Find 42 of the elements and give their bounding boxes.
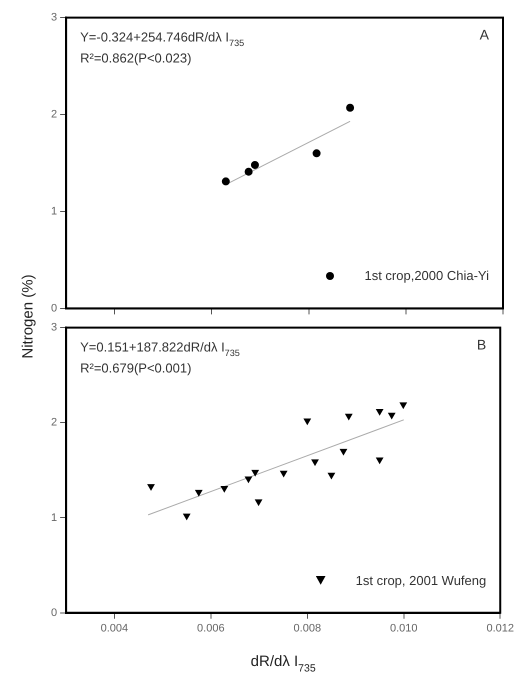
annotation: A [480, 26, 490, 43]
y-tick-label: 0 [50, 606, 58, 619]
y-tick-label: 1 [50, 206, 58, 218]
y-tick-label: 1 [50, 512, 58, 524]
x-tick-label: 0.010 [390, 622, 418, 634]
annotation: R²=0.679(P<0.001) [80, 360, 192, 376]
legend-label: 1st crop, 2001 Wufeng [356, 572, 486, 588]
point [244, 168, 253, 176]
point [250, 160, 259, 169]
annotation: R²=0.862(P<0.023) [80, 50, 192, 66]
y-tick-label: 2 [50, 108, 58, 121]
y-tick-label: 2 [50, 416, 58, 429]
y-tick-label: 3 [50, 322, 58, 334]
y-tick-label: 0 [50, 302, 58, 314]
y-tick-label: 3 [50, 12, 58, 24]
point [220, 486, 228, 492]
legend-label: 1st crop,2000 Chia-Yi [364, 268, 489, 284]
point [345, 414, 352, 420]
x-tick-label: 0.004 [100, 622, 128, 634]
point [328, 472, 335, 479]
point [311, 459, 319, 466]
point [195, 490, 202, 496]
point [388, 412, 396, 420]
point [252, 470, 259, 476]
point [376, 457, 384, 464]
point [222, 177, 230, 186]
point [280, 470, 288, 478]
point [340, 448, 348, 456]
point [312, 149, 321, 158]
point [376, 409, 384, 416]
point [400, 402, 407, 409]
point [255, 499, 262, 506]
x-tick-label: 0.008 [294, 622, 322, 634]
point [244, 476, 252, 483]
point [304, 418, 311, 425]
point [346, 104, 354, 112]
point [183, 514, 190, 520]
y-axis-title: Nitrogen (%) [20, 273, 36, 361]
x-tick-label: 0.012 [486, 622, 514, 634]
point [147, 484, 155, 490]
x-tick-label: 0.006 [197, 622, 225, 634]
annotation: B [476, 336, 486, 353]
